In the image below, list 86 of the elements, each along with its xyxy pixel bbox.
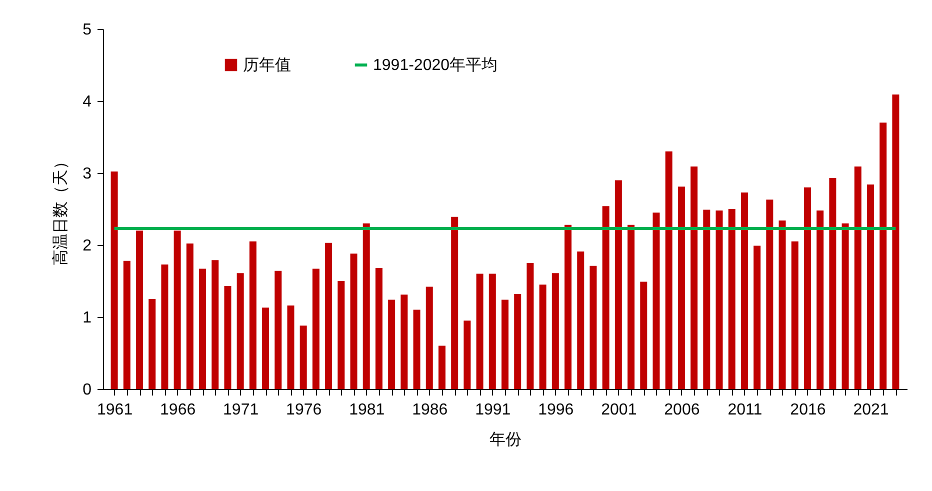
bar	[123, 260, 130, 389]
bar	[300, 326, 307, 389]
x-tick-label: 1971	[223, 402, 259, 418]
bar	[740, 192, 748, 389]
x-tick-label: 1966	[160, 402, 196, 418]
bar	[703, 210, 710, 389]
x-tick-label: 1976	[286, 402, 322, 418]
y-tick-label: 3	[82, 166, 92, 182]
bar	[552, 273, 559, 389]
x-tick-label: 1996	[538, 402, 574, 418]
bar	[174, 230, 181, 389]
bar	[690, 166, 698, 389]
bar	[388, 300, 396, 389]
y-tick-label: 1	[82, 310, 92, 326]
bar	[539, 284, 546, 389]
bar	[502, 300, 508, 389]
bar	[590, 266, 597, 389]
bar	[262, 308, 270, 389]
bar	[148, 299, 156, 389]
bar	[224, 286, 232, 389]
bar	[678, 186, 685, 389]
bar	[488, 274, 496, 389]
bar	[476, 274, 484, 389]
y-tick-label: 5	[82, 22, 92, 38]
bar	[110, 172, 118, 389]
x-tick-label: 1961	[97, 402, 133, 418]
bar	[350, 254, 358, 389]
bar	[652, 212, 660, 389]
bar	[426, 286, 433, 389]
bar	[804, 187, 811, 389]
bar	[766, 200, 774, 389]
bar	[375, 268, 382, 389]
bar	[186, 244, 194, 389]
x-tick-label: 2016	[790, 402, 826, 418]
bar	[438, 346, 446, 389]
bar	[212, 260, 219, 389]
legend-label: 历年值	[243, 57, 291, 74]
x-tick-label: 2011	[728, 402, 762, 418]
bar	[602, 206, 610, 389]
y-axis-title: 高温日数（天）	[52, 154, 70, 266]
bar	[665, 151, 672, 389]
bar	[161, 264, 168, 389]
bar	[274, 270, 282, 389]
bar	[866, 184, 874, 389]
bar	[526, 263, 534, 389]
bar	[577, 251, 584, 389]
x-tick-label: 2021	[853, 402, 889, 418]
legend-label: 1991-2020年平均	[373, 57, 498, 74]
x-tick-label: 2001	[601, 402, 637, 418]
bar	[136, 230, 144, 389]
x-tick-label: 1986	[412, 402, 448, 418]
x-tick-label: 1991	[475, 402, 511, 418]
bar	[854, 166, 862, 389]
bar	[451, 216, 458, 389]
bar	[287, 305, 294, 389]
bar	[880, 122, 887, 389]
bar	[514, 294, 522, 389]
bar	[754, 246, 761, 389]
bar	[362, 223, 370, 389]
x-tick-label: 2006	[664, 402, 700, 418]
bar	[842, 223, 849, 389]
x-axis-title: 年份	[490, 432, 522, 448]
x-tick-label: 1981	[349, 402, 385, 418]
bar	[400, 294, 408, 389]
bar	[199, 268, 206, 389]
bar	[640, 282, 648, 389]
bar	[413, 310, 420, 389]
bar	[892, 94, 900, 389]
bar	[728, 209, 736, 389]
bar	[716, 210, 723, 389]
bar	[236, 273, 244, 389]
bar	[816, 210, 824, 389]
bar	[249, 241, 256, 389]
bar	[628, 224, 635, 389]
bar	[614, 180, 622, 389]
bar	[464, 320, 471, 389]
bar	[564, 224, 572, 389]
y-tick-label: 2	[82, 238, 92, 254]
bar	[829, 178, 836, 389]
bar	[325, 242, 332, 389]
bar	[778, 220, 786, 389]
bar	[312, 268, 320, 389]
bar	[338, 281, 345, 389]
bar	[791, 241, 798, 389]
y-tick-label: 0	[82, 382, 92, 398]
y-tick-label: 4	[82, 94, 92, 110]
